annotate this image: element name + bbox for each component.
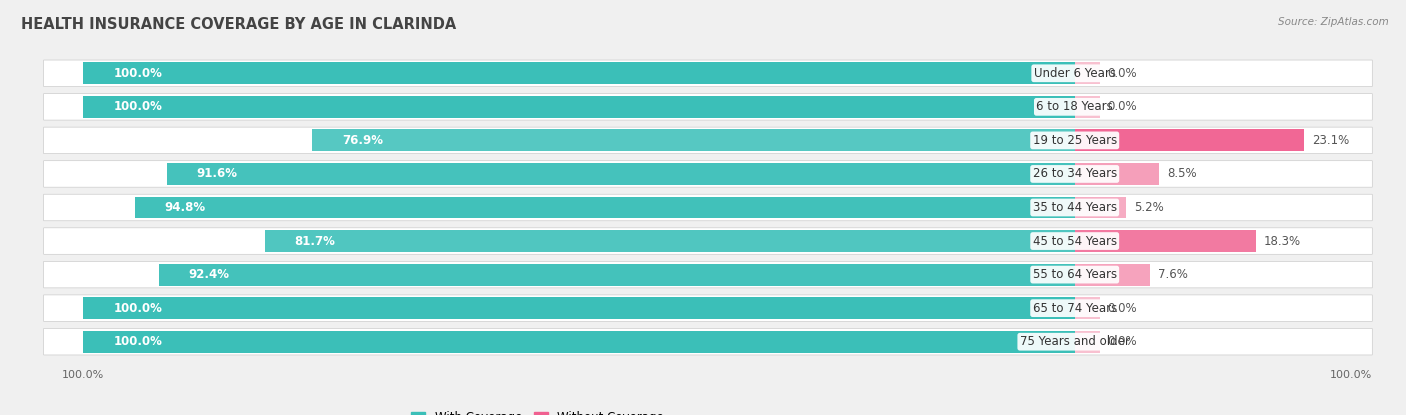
- FancyBboxPatch shape: [44, 127, 1372, 154]
- Text: 0.0%: 0.0%: [1108, 100, 1137, 113]
- Bar: [1074, 163, 1159, 185]
- Text: 8.5%: 8.5%: [1167, 167, 1197, 181]
- Text: 65 to 74 Years: 65 to 74 Years: [1032, 302, 1116, 315]
- Text: 100.0%: 100.0%: [114, 302, 162, 315]
- FancyBboxPatch shape: [44, 228, 1372, 254]
- Text: 92.4%: 92.4%: [188, 268, 229, 281]
- Text: 100.0%: 100.0%: [114, 67, 162, 80]
- Text: 94.8%: 94.8%: [165, 201, 205, 214]
- FancyBboxPatch shape: [44, 261, 1372, 288]
- Text: 0.0%: 0.0%: [1108, 67, 1137, 80]
- Text: 5.2%: 5.2%: [1135, 201, 1164, 214]
- Text: 55 to 64 Years: 55 to 64 Years: [1032, 268, 1116, 281]
- Text: 76.9%: 76.9%: [342, 134, 384, 147]
- Text: Under 6 Years: Under 6 Years: [1033, 67, 1116, 80]
- Text: 18.3%: 18.3%: [1264, 234, 1301, 248]
- Bar: [1074, 264, 1150, 286]
- Text: 81.7%: 81.7%: [295, 234, 336, 248]
- Bar: [1074, 62, 1099, 84]
- Bar: [264, 230, 1074, 252]
- Bar: [1074, 197, 1126, 218]
- Bar: [312, 129, 1074, 151]
- Legend: With Coverage, Without Coverage: With Coverage, Without Coverage: [406, 406, 669, 415]
- Text: 91.6%: 91.6%: [197, 167, 238, 181]
- Bar: [1074, 331, 1099, 353]
- Text: 35 to 44 Years: 35 to 44 Years: [1032, 201, 1116, 214]
- Bar: [1074, 297, 1099, 319]
- Text: Source: ZipAtlas.com: Source: ZipAtlas.com: [1278, 17, 1389, 27]
- Bar: [83, 331, 1074, 353]
- Text: 19 to 25 Years: 19 to 25 Years: [1032, 134, 1116, 147]
- Text: 45 to 54 Years: 45 to 54 Years: [1032, 234, 1116, 248]
- Text: 23.1%: 23.1%: [1312, 134, 1348, 147]
- Text: 0.0%: 0.0%: [1108, 335, 1137, 348]
- Text: 100.0%: 100.0%: [114, 335, 162, 348]
- Text: 26 to 34 Years: 26 to 34 Years: [1032, 167, 1116, 181]
- Bar: [167, 163, 1074, 185]
- Text: 100.0%: 100.0%: [114, 100, 162, 113]
- Bar: [83, 297, 1074, 319]
- FancyBboxPatch shape: [44, 161, 1372, 187]
- FancyBboxPatch shape: [44, 194, 1372, 221]
- Bar: [83, 62, 1074, 84]
- Text: 0.0%: 0.0%: [1108, 302, 1137, 315]
- FancyBboxPatch shape: [44, 60, 1372, 87]
- Bar: [83, 96, 1074, 118]
- Text: 100.0%: 100.0%: [1330, 370, 1372, 380]
- Text: 100.0%: 100.0%: [62, 370, 104, 380]
- Text: 75 Years and older: 75 Years and older: [1019, 335, 1129, 348]
- FancyBboxPatch shape: [44, 295, 1372, 321]
- FancyBboxPatch shape: [44, 328, 1372, 355]
- Text: HEALTH INSURANCE COVERAGE BY AGE IN CLARINDA: HEALTH INSURANCE COVERAGE BY AGE IN CLAR…: [21, 17, 457, 32]
- Text: 6 to 18 Years: 6 to 18 Years: [1036, 100, 1114, 113]
- Bar: [1074, 230, 1256, 252]
- Bar: [1074, 96, 1099, 118]
- Bar: [159, 264, 1074, 286]
- Text: 7.6%: 7.6%: [1159, 268, 1188, 281]
- Bar: [1074, 129, 1303, 151]
- Bar: [135, 197, 1074, 218]
- FancyBboxPatch shape: [44, 94, 1372, 120]
